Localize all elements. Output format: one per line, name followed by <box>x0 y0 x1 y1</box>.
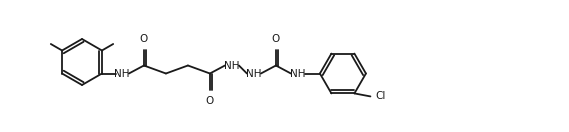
Text: NH: NH <box>246 69 262 79</box>
Text: O: O <box>140 34 148 44</box>
Text: Cl: Cl <box>376 91 386 101</box>
Text: NH: NH <box>114 69 130 79</box>
Text: NH: NH <box>290 69 306 79</box>
Text: O: O <box>206 95 214 105</box>
Text: O: O <box>272 34 280 44</box>
Text: NH: NH <box>224 60 240 70</box>
